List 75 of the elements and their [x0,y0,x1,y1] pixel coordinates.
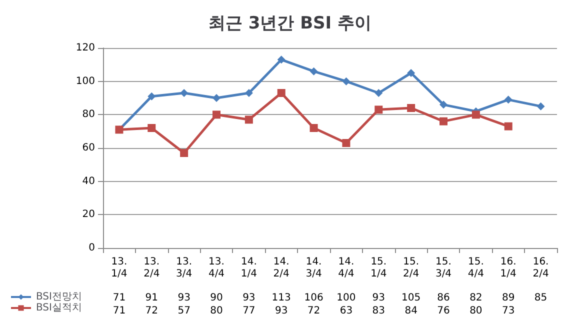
point [244,89,253,97]
point [472,110,480,119]
data-label: 100 [336,292,356,304]
data-label: 86 [437,292,450,304]
data-label: 105 [402,292,421,304]
legend-label: BSI전망치 [36,292,82,302]
x-tick-label: 13. 2/4 [144,256,160,280]
data-label: 93 [372,292,386,304]
point [504,122,512,130]
data-label: 73 [502,306,515,316]
data-label: 89 [502,292,515,304]
point [310,67,318,76]
point [374,89,383,97]
y-tick-label: 40 [82,176,95,187]
x-tick-label: 13. 4/4 [208,256,225,280]
legend-label: BSI실적치 [36,302,82,314]
y-tick-label: 60 [82,142,95,154]
y-tick-label: 120 [76,42,95,54]
data-label: 76 [437,306,450,316]
x-tick-label: 14. 4/4 [338,256,354,280]
x-tick-label: 16. 2/4 [532,256,549,280]
point [440,117,448,126]
data-label: 93 [274,306,288,316]
data-label: 71 [112,306,126,316]
data-label: 72 [307,306,320,316]
point [148,92,156,100]
chart-title: 최근 3년간 BSI 추이 [208,14,372,34]
x-tick-label: 15. 1/4 [370,256,387,280]
x-tick-label: 13. 3/4 [176,256,192,280]
y-tick-label: 80 [82,109,95,120]
point [212,94,220,102]
x-tick-label: 15. 3/4 [435,256,452,280]
point [212,110,220,119]
point [342,77,350,86]
x-tick-label: 16. 1/4 [500,256,516,280]
x-tick-label: 14. 1/4 [240,256,257,280]
point [342,139,350,147]
data-label: 77 [242,306,256,316]
data-label: 57 [178,306,190,316]
point [180,149,188,157]
point [244,116,253,124]
y-tick-label: 20 [82,209,95,220]
point [310,124,318,132]
point [277,89,286,97]
point [504,96,512,104]
data-label: 83 [372,306,386,316]
point [180,89,188,97]
data-label: 72 [145,306,158,316]
x-tick-label: 15. 2/4 [403,256,420,280]
data-label: 71 [112,292,126,304]
x-tick-label: 15. 4/4 [468,256,484,280]
data-label: 85 [534,292,548,304]
point [148,124,156,132]
data-label: 63 [340,306,353,316]
data-label: 84 [404,306,418,316]
point [536,102,545,110]
y-tick-label: 0 [88,242,95,254]
point [374,106,383,114]
data-label: 93 [178,292,190,304]
data-label: 106 [304,292,324,304]
y-tick-label: 100 [76,76,95,87]
data-label: 80 [470,306,482,316]
data-label: 80 [210,306,223,316]
data-label: 91 [145,292,158,304]
data-label: 113 [272,292,291,304]
data-label: 82 [470,292,482,304]
point [407,104,416,112]
x-tick-label: 13. 1/4 [111,256,128,280]
point [440,100,448,109]
data-label: 90 [210,292,223,304]
data-label: 93 [242,292,256,304]
x-tick-label: 14. 2/4 [273,256,290,280]
point [277,56,286,64]
point [407,69,416,77]
x-tick-label: 14. 3/4 [306,256,322,280]
